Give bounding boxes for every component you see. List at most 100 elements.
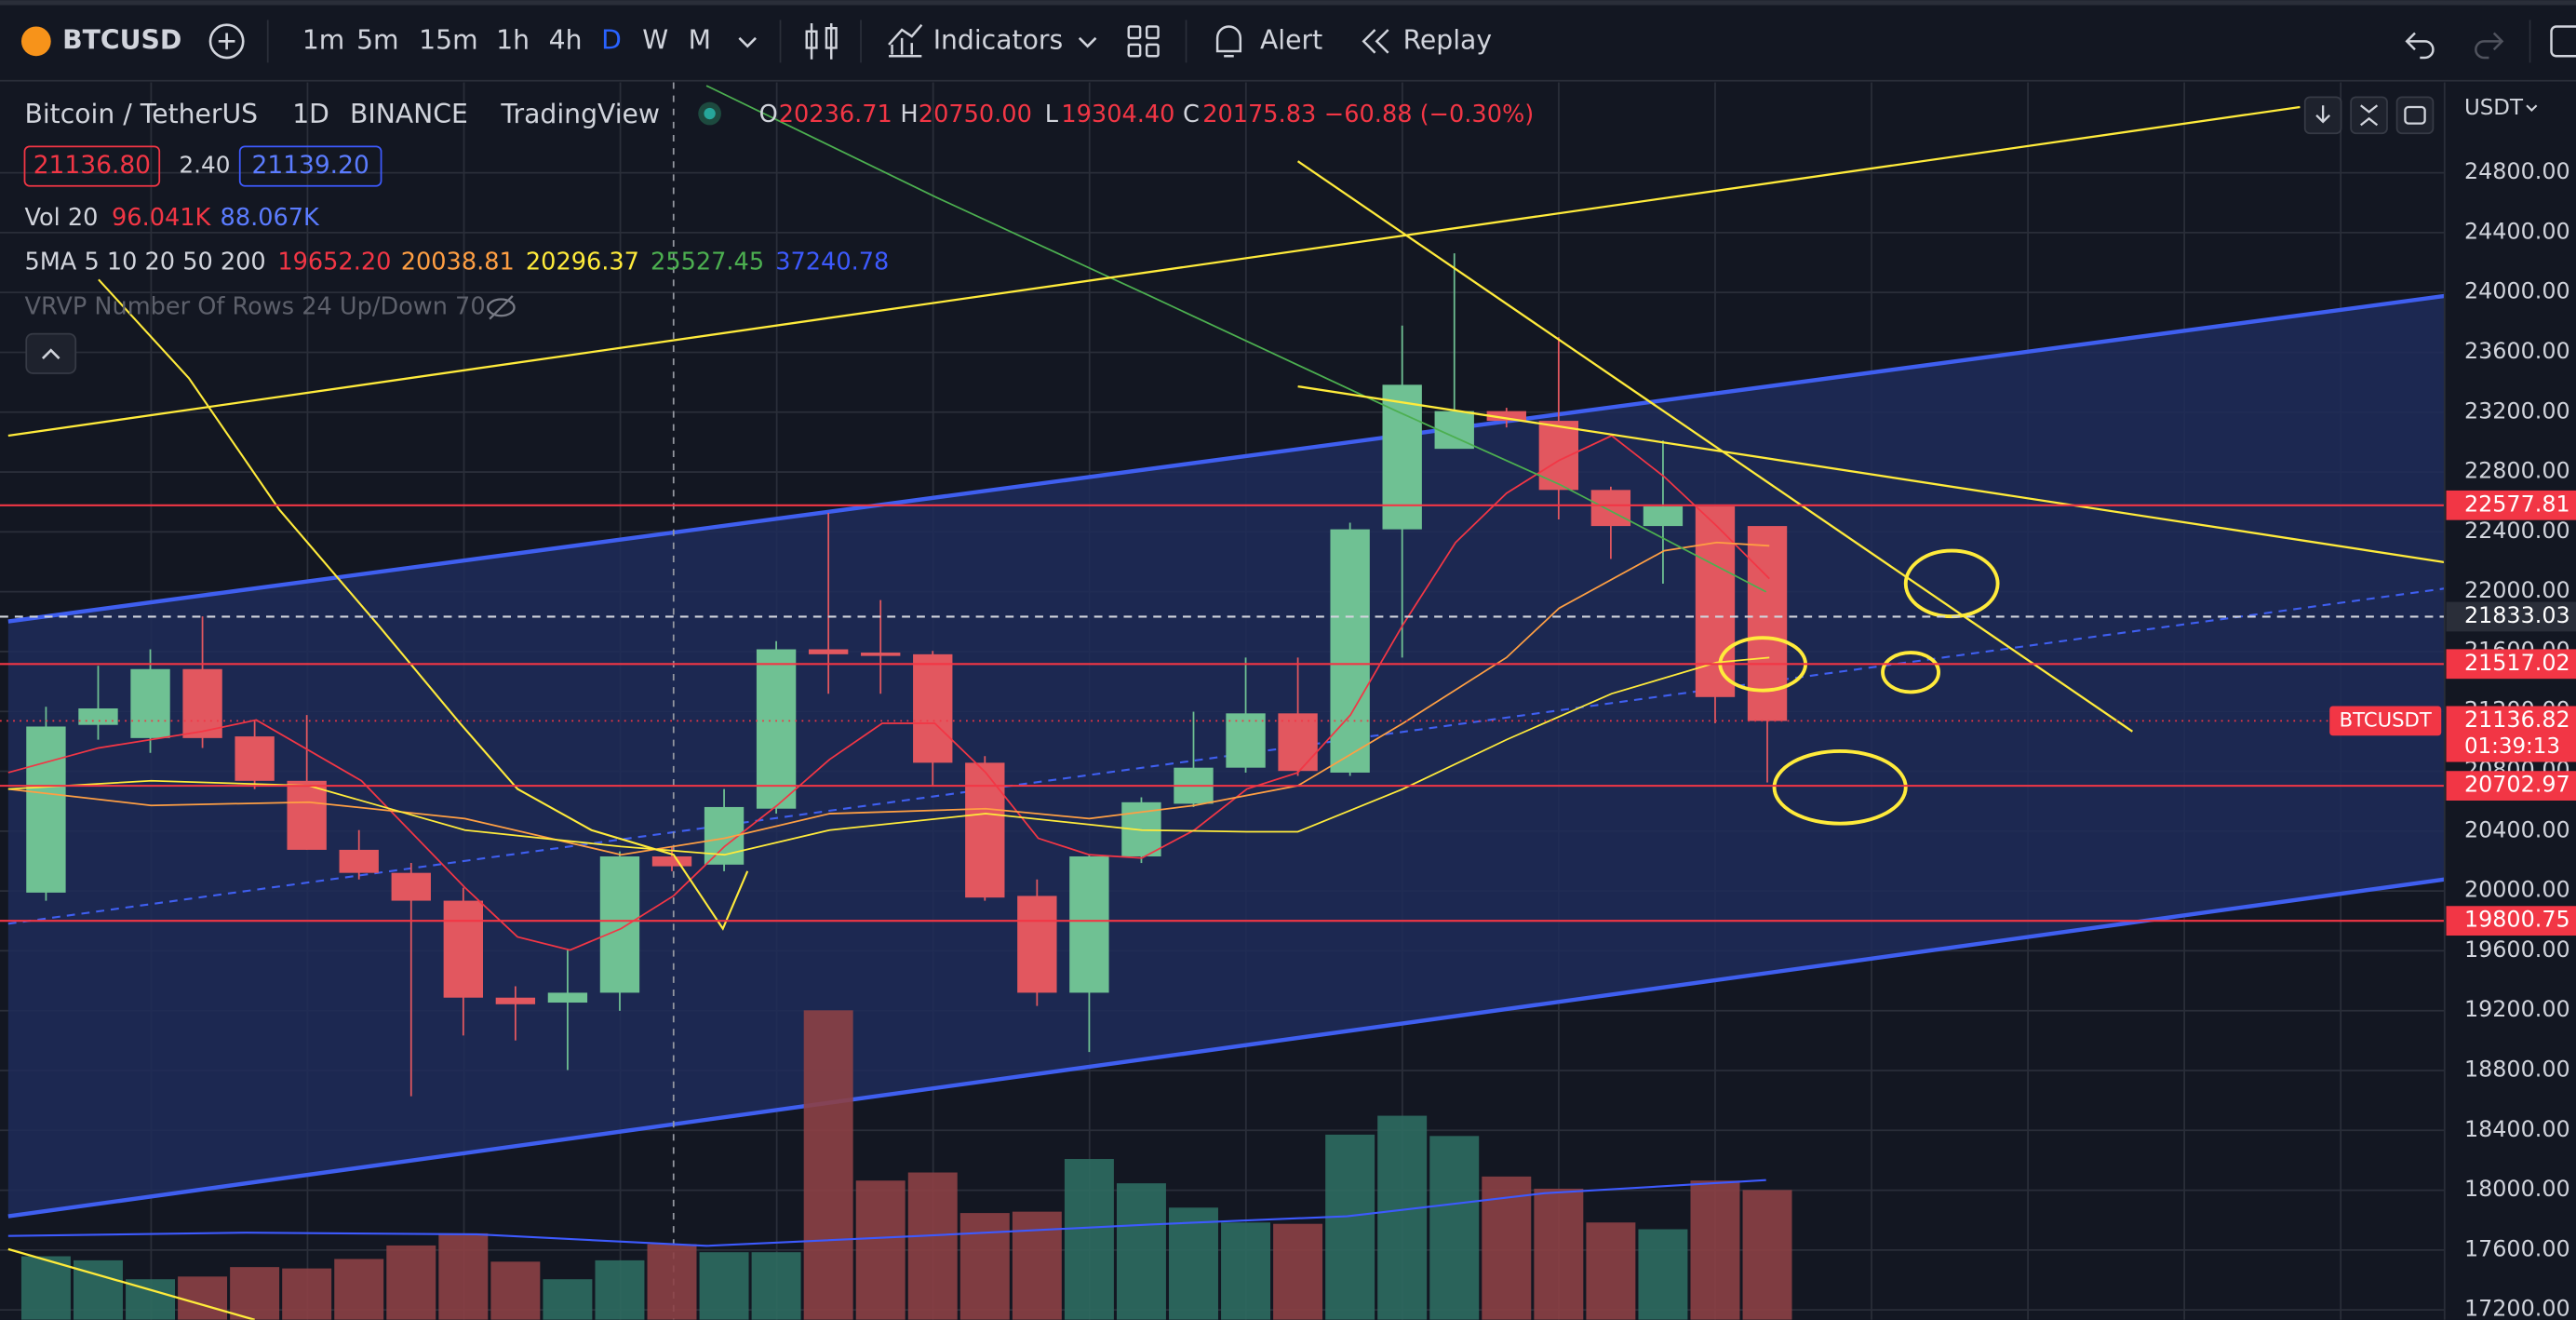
market-status-dot <box>704 107 716 120</box>
last-price-tag <box>2446 706 2576 762</box>
bid[interactable]: 21136.80 <box>34 151 151 180</box>
maximize-button[interactable] <box>2395 96 2435 135</box>
alert[interactable]: Alert <box>1260 24 1322 55</box>
toolbar: BTCUSD 1m 5m 15m 1h 4h D W M Indicators Alert R… <box>0 5 2576 82</box>
candle-body <box>1017 896 1057 993</box>
ask[interactable]: 21139.20 <box>251 151 369 180</box>
replay[interactable]: Replay <box>1403 24 1493 55</box>
interval[interactable]: 15m <box>419 24 477 55</box>
bid-box[interactable] <box>23 145 161 187</box>
candle-body <box>651 855 692 867</box>
interval-menu[interactable] <box>738 36 757 48</box>
indicators-icon[interactable] <box>888 23 923 58</box>
candle-body <box>808 649 849 654</box>
price-tag-label: 21833.03 <box>2464 602 2570 628</box>
interval[interactable]: 1h <box>496 24 530 55</box>
currency[interactable]: USDT <box>2464 96 2524 120</box>
ohlc-value: 20750.00 <box>919 101 1032 128</box>
layout-icon[interactable] <box>1127 25 1160 58</box>
candle-body <box>339 849 379 873</box>
symbol-tag <box>2329 706 2442 736</box>
symbol-icon[interactable] <box>20 26 51 57</box>
volume-bar <box>1638 1229 1688 1320</box>
candle-body <box>861 653 901 656</box>
chart-type[interactable] <box>805 22 838 60</box>
ask-box[interactable] <box>238 145 382 187</box>
volume-bar <box>1169 1207 1218 1320</box>
price-label: 24800.00 <box>2464 158 2570 184</box>
candle-body <box>1330 529 1370 773</box>
currency-menu[interactable] <box>2526 104 2538 113</box>
trendline <box>7 1247 255 1320</box>
candle-body <box>1643 506 1684 527</box>
legend-interval: 1D <box>292 99 329 129</box>
ma-values: 19652.20 20038.81 20296.37 25527.45 37240.78 <box>277 249 889 276</box>
chart-buttons: USDT <box>2303 96 2538 135</box>
add-symbol[interactable] <box>208 23 245 60</box>
ohlc-key: O <box>759 101 778 128</box>
price-tag <box>2446 601 2576 632</box>
ohlc-key: C <box>1183 101 1200 128</box>
interval[interactable]: W <box>642 24 668 55</box>
price-tag-label: 21517.02 <box>2464 650 2570 676</box>
candle-body <box>130 668 170 738</box>
interval[interactable]: 4h <box>549 24 583 55</box>
hide-icon[interactable] <box>487 295 516 320</box>
volume-bar <box>178 1276 228 1320</box>
candle-body <box>1486 411 1526 422</box>
price-label: 20400.00 <box>2464 816 2570 842</box>
price-label: 17200.00 <box>2464 1296 2570 1320</box>
interval[interactable]: 5m <box>356 24 398 55</box>
volume-bar <box>595 1259 645 1320</box>
candle-body <box>965 762 1005 898</box>
price-tag-label: 22577.81 <box>2464 491 2570 517</box>
volume-bar <box>20 1256 71 1320</box>
symbol-tag-label: BTCUSDT <box>2340 707 2432 731</box>
legend-title: Bitcoin / TetherUS <box>24 99 258 129</box>
trendline <box>7 105 2301 438</box>
alert-icon[interactable] <box>1215 25 1242 58</box>
ellipse <box>1772 749 1908 826</box>
collapse-button[interactable] <box>2350 96 2388 135</box>
redo[interactable] <box>2475 32 2504 60</box>
interval[interactable]: 1m <box>302 24 344 55</box>
ma-label: 5MA 5 10 20 50 200 <box>24 249 265 276</box>
price-label: 19600.00 <box>2464 936 2570 963</box>
replay-icon[interactable] <box>1362 29 1389 54</box>
fullscreen[interactable] <box>2550 25 2576 58</box>
candle-body <box>1278 713 1318 772</box>
collapse-icon <box>41 348 60 360</box>
price-label: 22800.00 <box>2464 458 2570 484</box>
volume-bar <box>959 1213 1010 1320</box>
candle-body <box>1069 855 1109 993</box>
ohlc: O 20236.71 H 20750.00 L 19304.40 C 20175.83 <box>759 101 1317 128</box>
ma-value: 25527.45 <box>651 249 764 276</box>
volume-bar <box>907 1172 958 1320</box>
price-tag <box>2446 649 2576 680</box>
add-icon <box>218 33 235 50</box>
interval[interactable]: D <box>601 24 622 55</box>
price-label: 20000.00 <box>2464 877 2570 903</box>
volume-bar <box>1429 1136 1480 1320</box>
volume-bar <box>543 1279 593 1320</box>
indicators-menu[interactable] <box>1078 36 1097 48</box>
price-tag-label: 19800.75 <box>2464 907 2570 933</box>
collapse-legend[interactable] <box>25 332 77 374</box>
volume-bar <box>1012 1211 1062 1320</box>
change: −60.88 (−0.30%) <box>1324 101 1534 128</box>
volume-ma <box>7 1179 1766 1247</box>
indicators[interactable]: Indicators <box>933 24 1063 55</box>
ohlc-value: 19304.40 <box>1061 101 1174 128</box>
price-label: 23200.00 <box>2464 397 2570 424</box>
ma-20 <box>7 656 1770 856</box>
volume-ma-value: 88.067K <box>221 204 320 232</box>
undo[interactable] <box>2405 32 2435 60</box>
price-axis <box>2444 82 2576 1320</box>
volume-bar <box>230 1267 280 1320</box>
trendline <box>1296 160 2134 733</box>
volume-bar <box>647 1244 697 1320</box>
volume-bar <box>334 1259 384 1320</box>
symbol[interactable]: BTCUSD <box>62 24 181 55</box>
price-label: 24000.00 <box>2464 278 2570 304</box>
interval[interactable]: M <box>689 24 711 55</box>
